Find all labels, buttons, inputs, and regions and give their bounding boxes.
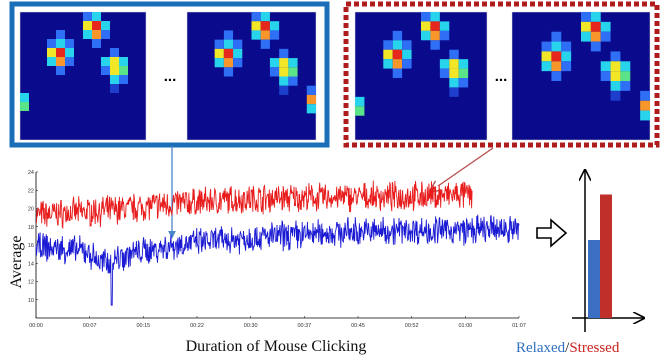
x-tick-label: 00:30 [244,323,258,329]
legend-relaxed: Relaxed [516,340,566,356]
y-tick-label: 22 [28,188,34,194]
stressed-heatmap-panel: ... [343,1,660,148]
x-axis-label: Duration of Mouse Clicking [186,338,367,355]
legend-separator: / [565,340,570,356]
stressed-heatmap-first [354,11,488,141]
x-tick-label: 00:52 [405,323,419,329]
x-tick-label: 00:22 [190,323,204,329]
stressed-heatmap-second [511,11,651,141]
y-tick-label: 24 [28,170,34,176]
x-tick-label: 01:00 [458,323,472,329]
y-tick-group: 10 12 14 16 18 20 22 24 [28,170,38,304]
y-axis-label: Average [8,236,25,289]
relaxed-heatmap-first [19,11,147,141]
x-tick-label: 00:07 [83,323,97,329]
relaxed-panel-ellipsis: ... [164,68,177,85]
x-tick-label: 00:15 [136,323,150,329]
red-connector-arrow [438,147,494,186]
legend-stressed: Stressed [569,340,619,356]
series-relaxed-line [35,214,520,306]
stressed-panel-border [343,1,660,148]
bar-comparison-chart [572,170,644,332]
legend: Relaxed/Stressed [516,340,620,356]
y-tick-label: 10 [28,298,34,304]
stressed-panel-ellipsis: ... [495,68,508,85]
x-tick-label: 00:37 [297,323,311,329]
x-tick-label: 01:07 [512,323,526,329]
series-stressed-line [35,180,473,230]
x-tick-label: 00:00 [29,323,43,329]
hollow-arrow-icon [536,218,568,248]
y-tick-label: 16 [28,243,34,249]
bar-stressed [600,194,612,318]
relaxed-heatmap-second [186,11,317,141]
relaxed-heatmap-panel: ... [9,1,330,148]
y-tick-label: 20 [28,207,34,213]
relaxed-panel-border [9,1,330,148]
bar-group [588,194,612,318]
y-tick-label: 12 [28,280,34,286]
y-tick-label: 18 [28,225,34,231]
bar-relaxed [588,240,600,318]
x-tick-group: 00:00 00:07 00:15 00:22 00:30 00:37 00:45 00:52… [29,316,526,329]
x-tick-label: 00:45 [351,323,365,329]
y-tick-label: 14 [28,261,34,267]
